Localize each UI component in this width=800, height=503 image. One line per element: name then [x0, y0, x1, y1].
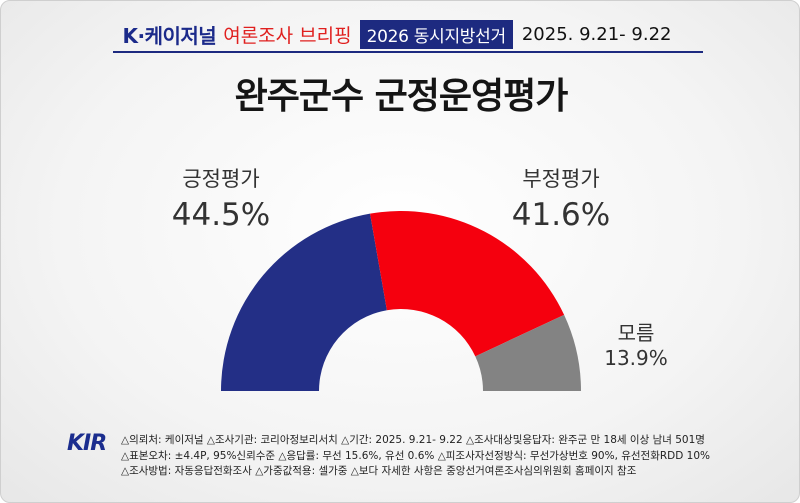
gauge-slice-0	[221, 213, 387, 391]
note-line: △조사방법: 자동응답전화조사 △가중값적용: 셀가중 △보다 자세한 사항은 …	[121, 465, 637, 477]
survey-period: 2025. 9.21- 9.22	[521, 23, 672, 45]
label-unknown-name: 모름	[617, 321, 655, 345]
label-positive-value: 44.5%	[171, 197, 271, 233]
gauge-slice-2	[475, 314, 581, 391]
gauge-slice-1	[370, 211, 565, 357]
header-underline	[113, 51, 703, 53]
label-negative-value: 41.6%	[511, 197, 611, 233]
header-bar: K·케이저널 여론조사 브리핑 2026 동시지방선거 2025. 9.21- …	[91, 19, 703, 49]
brand-logo: K·케이저널	[122, 23, 217, 48]
label-unknown: 모름 13.9%	[586, 317, 686, 370]
label-unknown-value: 13.9%	[604, 346, 668, 370]
note-line: △표본오차: ±4.4P, 95%신뢰수준 △응답률: 무선 15.6%, 유선…	[121, 449, 711, 462]
note-line: △의뢰처: 케이저널 △조사기관: 코리아정보리서치 △기간: 2025. 9.…	[121, 434, 705, 446]
label-positive: 긍정평가 44.5%	[141, 163, 301, 233]
chart-title: 완주군수 군정운영평가	[234, 76, 569, 117]
election-tag: 2026 동시지방선거	[359, 19, 513, 49]
label-positive-name: 긍정평가	[182, 167, 260, 191]
kir-logo: KIR	[67, 431, 107, 456]
label-negative: 부정평가 41.6%	[481, 163, 641, 233]
label-negative-name: 부정평가	[522, 167, 600, 191]
survey-notes: △의뢰처: 케이저널 △조사기관: 코리아정보리서치 △기간: 2025. 9.…	[121, 433, 791, 480]
briefing-label: 여론조사 브리핑	[223, 24, 352, 47]
